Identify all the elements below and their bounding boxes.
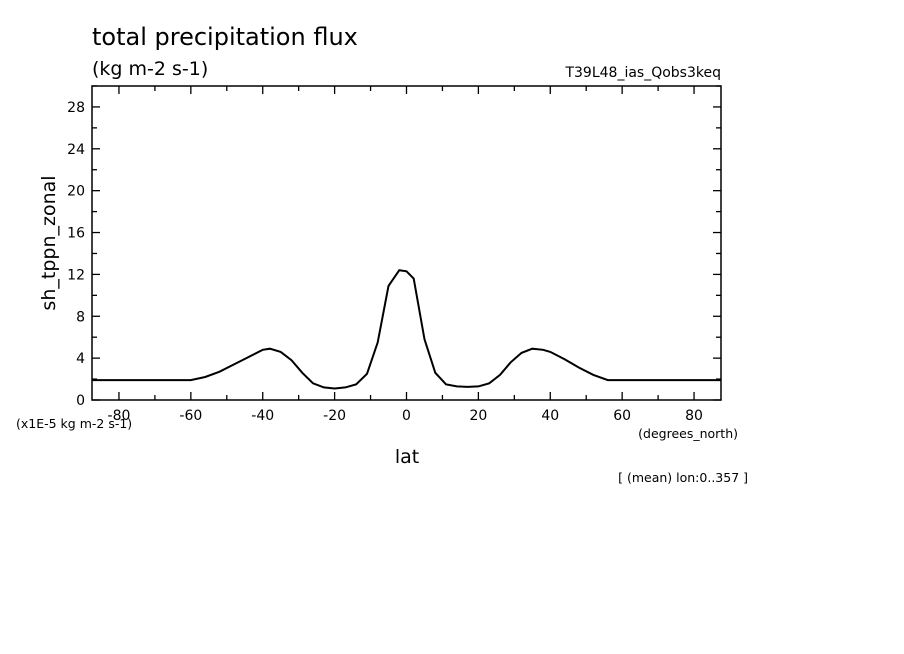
x-tick-label: -20 [323,408,346,424]
y-scale-note: (x1E-5 kg m-2 s-1) [16,416,132,431]
y-tick-label: 12 [67,267,85,283]
y-tick-label: 24 [67,142,85,158]
y-tick-label: 16 [67,226,85,242]
y-tick-label: 0 [76,393,85,409]
series-line [92,269,721,390]
plot-frame [91,85,722,401]
chart-units: (kg m-2 s-1) [92,58,208,80]
x-tick-label: -80 [108,408,131,424]
x-tick-label: -60 [179,408,202,424]
y-tick-label: 4 [76,351,85,367]
x-tick-label: 40 [541,408,559,424]
y-tick-labels: 0 4 8 12 16 20 24 28 [67,100,85,409]
x-tick-labels: -80 -60 -40 -20 0 20 40 60 80 [108,408,703,424]
y-tick-label: 28 [67,100,85,116]
x-tick-label: 20 [469,408,487,424]
axis-ticks [92,85,721,401]
x-tick-label: 60 [613,408,631,424]
chart-title: total precipitation flux [92,23,358,51]
y-tick-label: 20 [67,184,85,200]
x-tick-label: 0 [402,408,411,424]
x-tick-label: -40 [251,408,274,424]
y-tick-label: 8 [76,309,85,325]
footnote: [ (mean) lon:0..357 ] [618,470,748,485]
y-axis-label: sh_tppn_zonal [38,175,60,310]
experiment-label: T39L48_ias_Qobs3keq [564,65,721,81]
x-units-label: (degrees_north) [638,426,738,441]
x-axis-label: lat [395,446,419,468]
x-tick-label: 80 [685,408,703,424]
